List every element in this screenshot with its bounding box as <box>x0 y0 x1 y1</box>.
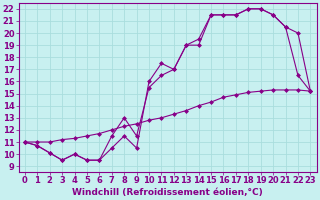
X-axis label: Windchill (Refroidissement éolien,°C): Windchill (Refroidissement éolien,°C) <box>72 188 263 197</box>
